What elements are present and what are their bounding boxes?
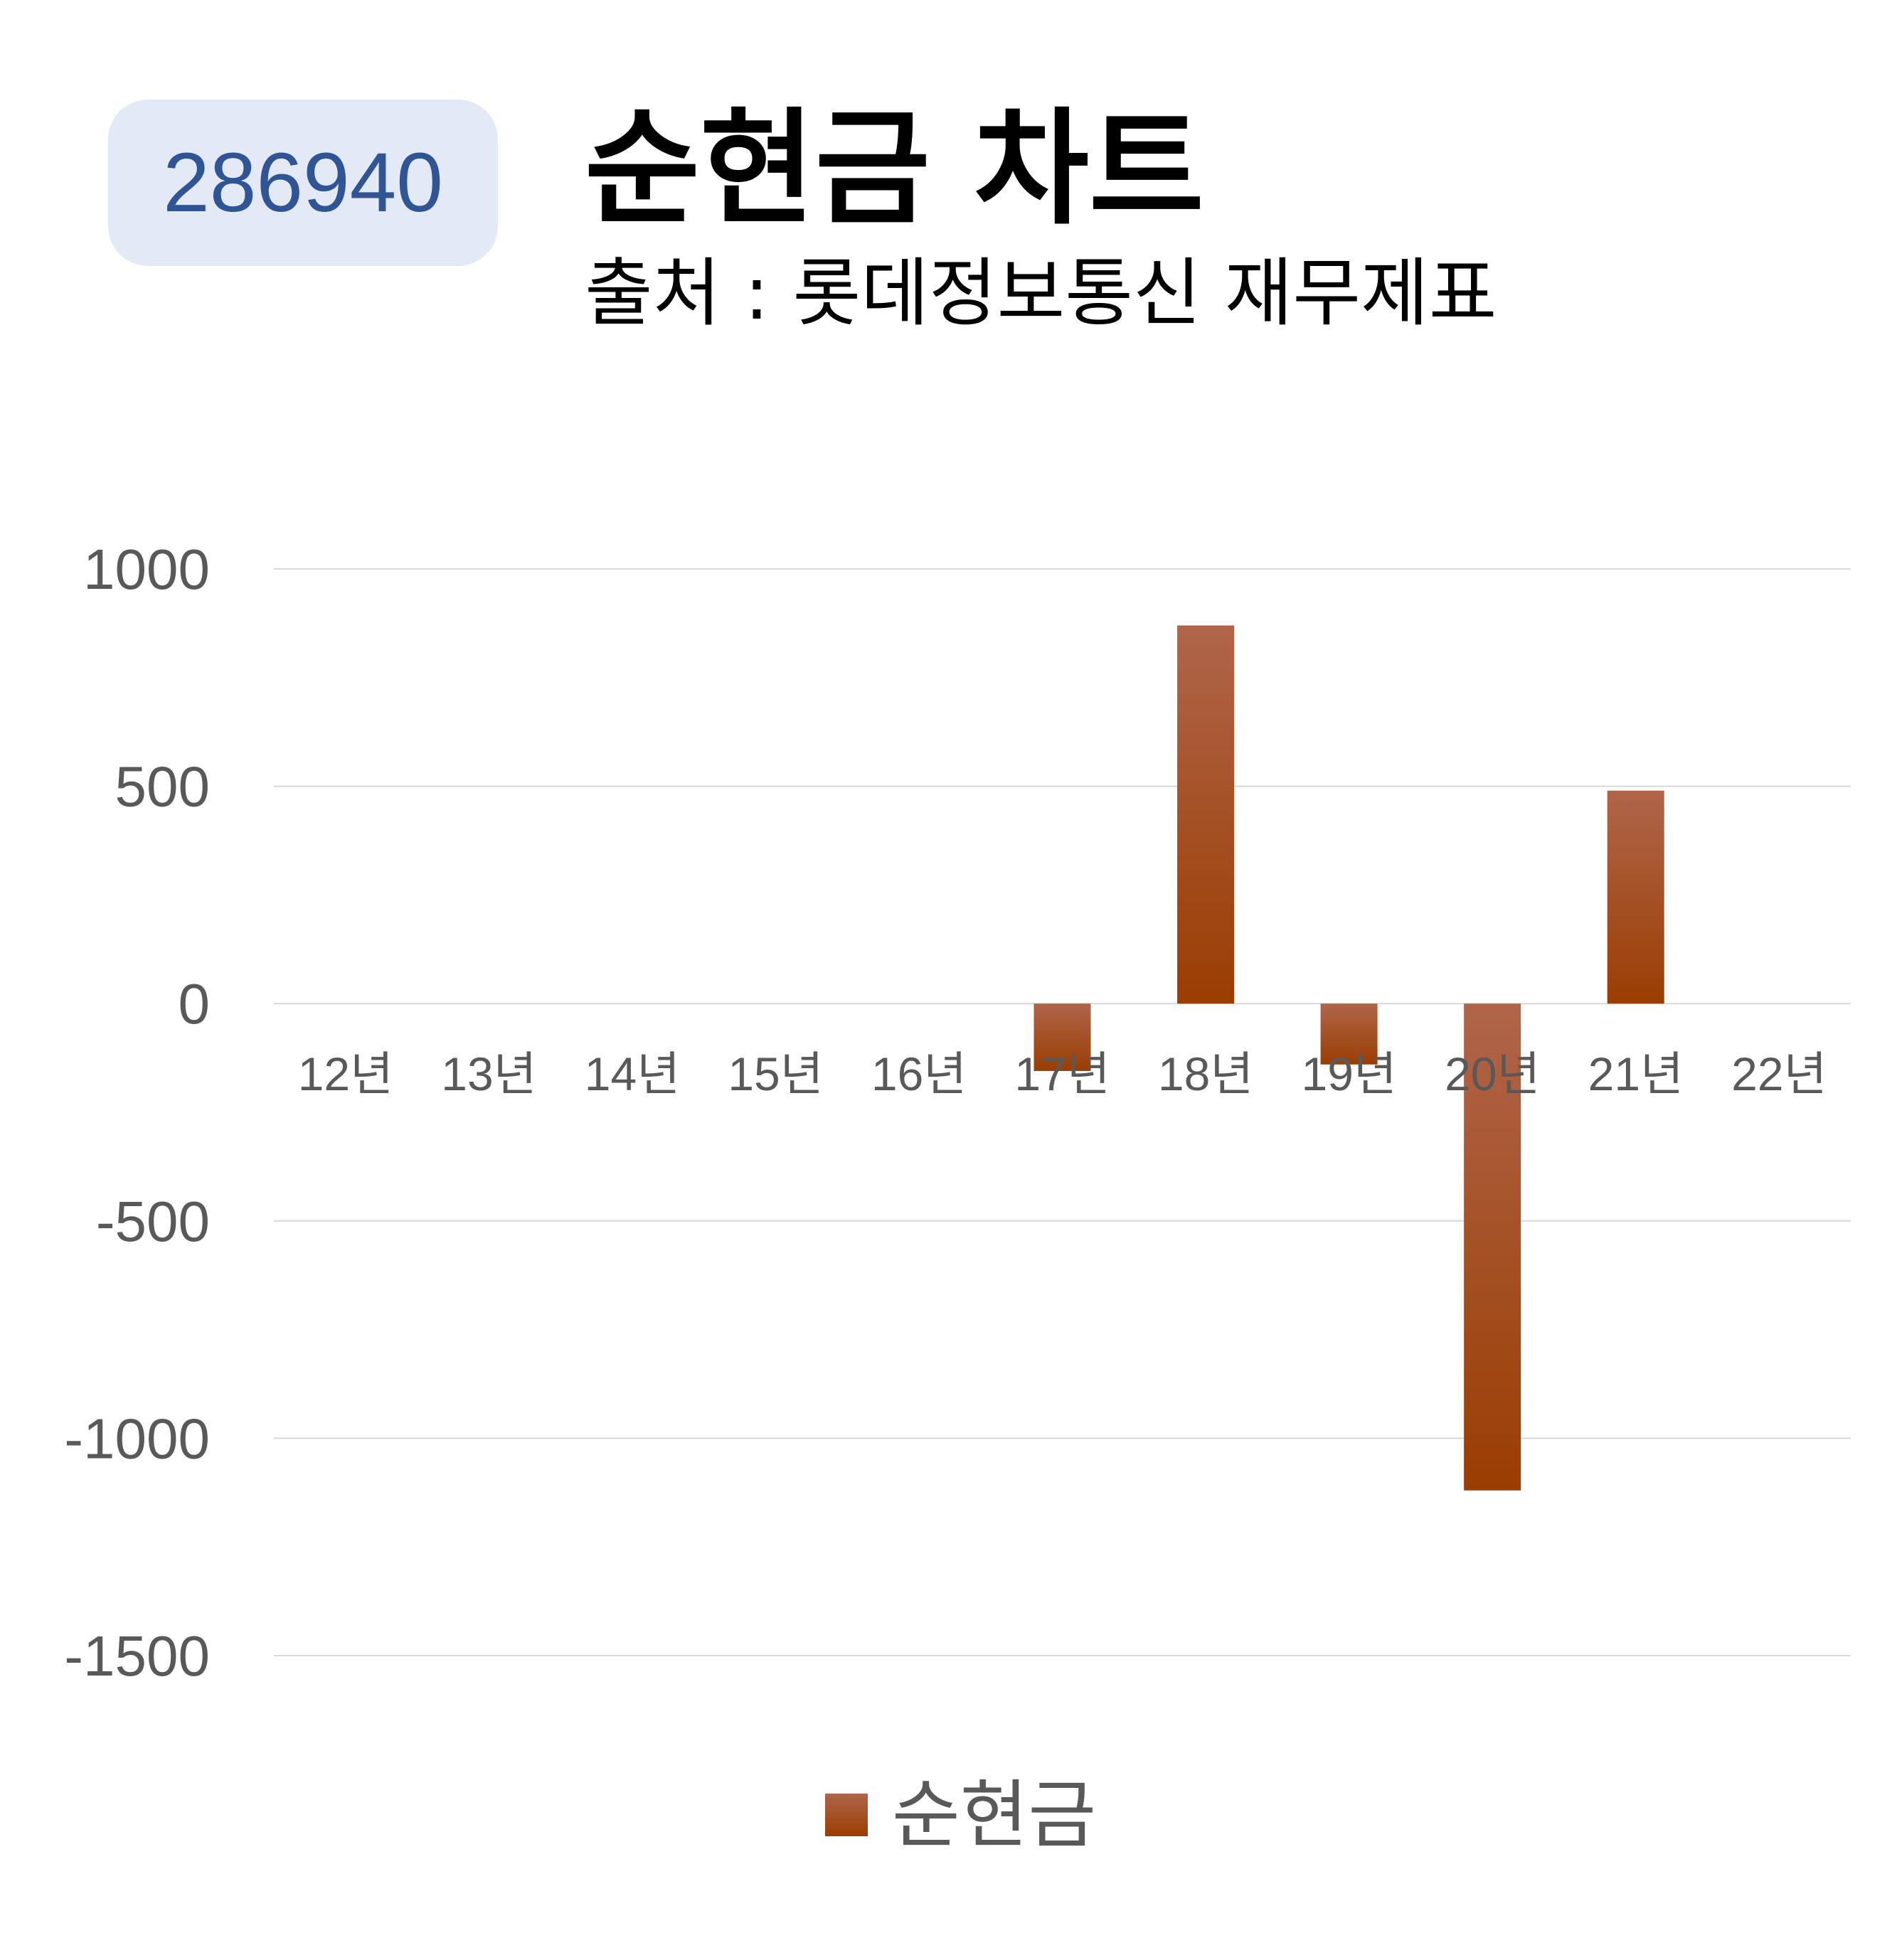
stock-code-badge: 286940 [108, 100, 498, 266]
x-tick-label: 18년 [1158, 1048, 1253, 1100]
bars [1033, 625, 1664, 1491]
x-tick-label: 19년 [1302, 1048, 1397, 1100]
y-tick-label: -1500 [64, 1624, 210, 1688]
legend-swatch [825, 1794, 868, 1836]
x-tick-label: 20년 [1445, 1048, 1540, 1100]
x-tick-label: 14년 [585, 1048, 680, 1100]
y-tick-label: 500 [115, 755, 210, 819]
legend-label: 순현금 [892, 1772, 1097, 1858]
stock-code: 286940 [163, 136, 443, 230]
y-tick-label: -500 [96, 1190, 210, 1253]
y-axis-ticks: 1000 500 0 -500 -1000 -1500 [64, 538, 210, 1688]
bar [1464, 1003, 1521, 1491]
x-tick-label: 16년 [871, 1048, 967, 1100]
y-tick-label: -1000 [64, 1407, 210, 1470]
y-tick-label: 0 [179, 972, 211, 1035]
chart-title: 순현금 차트 [585, 96, 1204, 242]
grid-lines [274, 568, 1851, 1656]
x-axis-ticks: 12년 13년 14년 15년 16년 17년 18년 19년 20년 21년 22년 [298, 1048, 1827, 1100]
x-tick-label: 13년 [441, 1048, 536, 1100]
bar [1320, 1003, 1378, 1065]
x-tick-label: 17년 [1014, 1048, 1110, 1100]
bar [1177, 625, 1235, 1004]
bar [1033, 1003, 1091, 1071]
x-tick-label: 22년 [1731, 1048, 1827, 1100]
bar [1607, 790, 1664, 1004]
chart-subtitle: 출처 : 롯데정보통신 재무제표 [585, 250, 1497, 336]
x-tick-label: 15년 [728, 1048, 823, 1100]
legend: 순현금 [825, 1778, 1096, 1852]
x-tick-label: 21년 [1588, 1048, 1684, 1100]
x-tick-label: 12년 [298, 1048, 393, 1100]
y-tick-label: 1000 [83, 538, 210, 601]
